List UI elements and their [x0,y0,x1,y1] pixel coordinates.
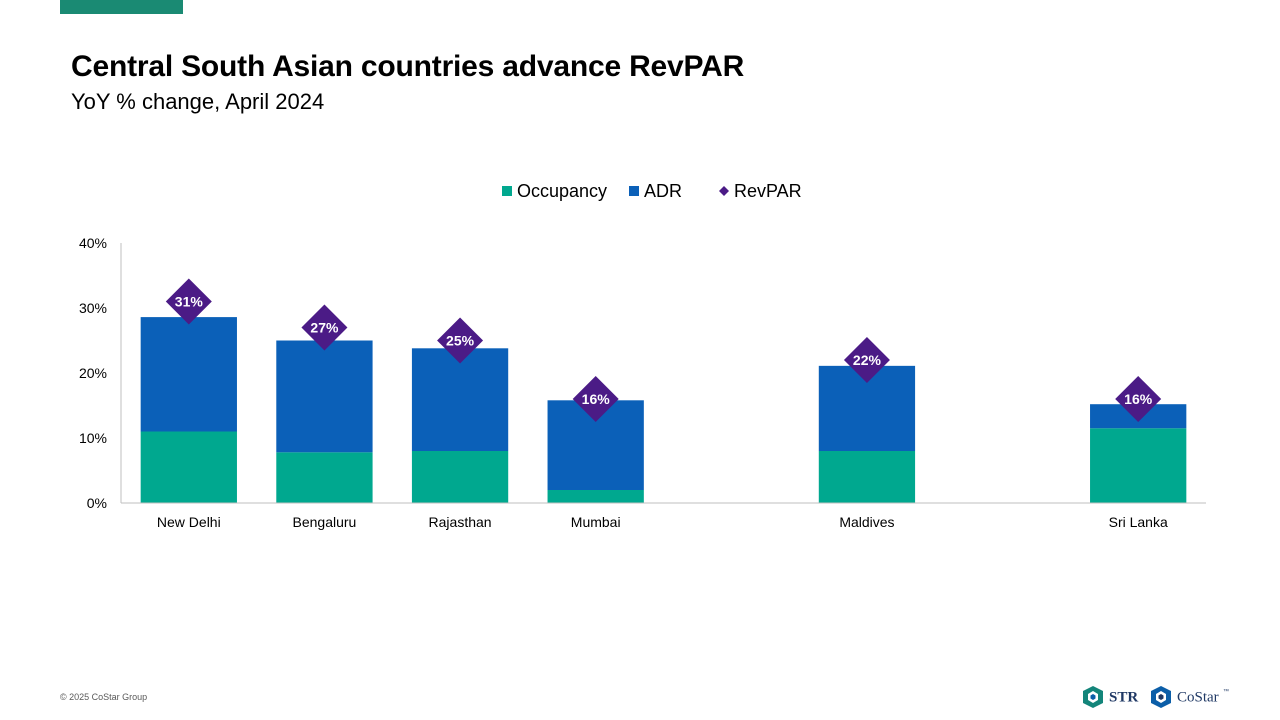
revpar-label-bengaluru: 27% [310,320,339,336]
stacked-bar-chart: Occupancy ADR RevPAR 0% 10% 20% 30% 40% New De… [79,181,1206,530]
str-logo-label: STR [1109,690,1138,706]
bar-occupancy-mumbai [547,490,644,503]
revpar-marker-new-delhi [165,278,212,325]
chart-bars [140,317,1187,503]
bar-occupancy-bengaluru [276,452,373,503]
chart-subtitle: YoY % change, April 2024 [71,89,325,114]
legend-label-revpar: RevPAR [734,181,802,201]
x-tick-label-sri-lanka: Sri Lanka [1109,514,1168,530]
trademark-mark: ™ [1223,688,1229,695]
y-tick-label: 20% [79,365,107,381]
x-tick-label-maldives: Maldives [839,514,894,530]
revpar-marker-rajasthan [437,317,484,364]
bar-occupancy-new-delhi [140,431,237,503]
bar-occupancy-sri-lanka [1090,428,1187,503]
legend-label-adr: ADR [644,181,682,201]
revpar-marker-maldives [843,337,890,383]
y-axis: 0% 10% 20% 30% 40% [79,235,122,511]
costar-logo-icon [1151,686,1171,708]
brand-logos: STR CoStar ™ [1083,686,1229,708]
costar-logo-label: CoStar [1177,690,1219,706]
copyright-text: © 2025 CoStar Group [60,692,148,702]
str-logo-icon [1083,686,1103,708]
bar-adr-new-delhi [140,317,237,432]
revpar-marker-sri-lanka [1115,376,1162,422]
legend-swatch-occupancy [502,186,512,196]
bar-adr-rajasthan [411,348,509,451]
accent-bar [60,0,183,14]
revpar-marker-bengaluru [301,304,348,351]
x-tick-label-new-delhi: New Delhi [157,514,221,530]
legend-swatch-adr [629,186,639,196]
x-tick-label-mumbai: Mumbai [571,514,621,530]
revpar-label-sri-lanka: 16% [1124,391,1153,407]
bar-occupancy-maldives [818,451,916,503]
x-tick-label-bengaluru: Bengaluru [293,514,357,530]
chart-legend: Occupancy ADR RevPAR [502,181,802,201]
y-tick-label: 0% [87,495,107,511]
legend-swatch-revpar [719,186,729,196]
y-tick-label: 30% [79,300,107,316]
x-axis: New Delhi Bengaluru Rajasthan Mumbai Maldive… [121,502,1206,530]
revpar-label-rajasthan: 25% [446,333,475,349]
revpar-marker-mumbai [572,376,619,422]
legend-label-occupancy: Occupancy [517,181,607,201]
revpar-markers: 31% 27% 25% 16% 22% 16% [165,278,1162,422]
chart-title: Central South Asian countries advance Re… [71,50,745,83]
revpar-label-new-delhi: 31% [175,294,204,310]
revpar-label-mumbai: 16% [582,391,611,407]
y-tick-label: 40% [79,235,107,251]
y-tick-label: 10% [79,430,107,446]
bar-occupancy-rajasthan [411,451,509,503]
x-tick-label-rajasthan: Rajasthan [429,514,492,530]
bar-adr-bengaluru [276,340,373,453]
revpar-label-maldives: 22% [853,352,882,368]
